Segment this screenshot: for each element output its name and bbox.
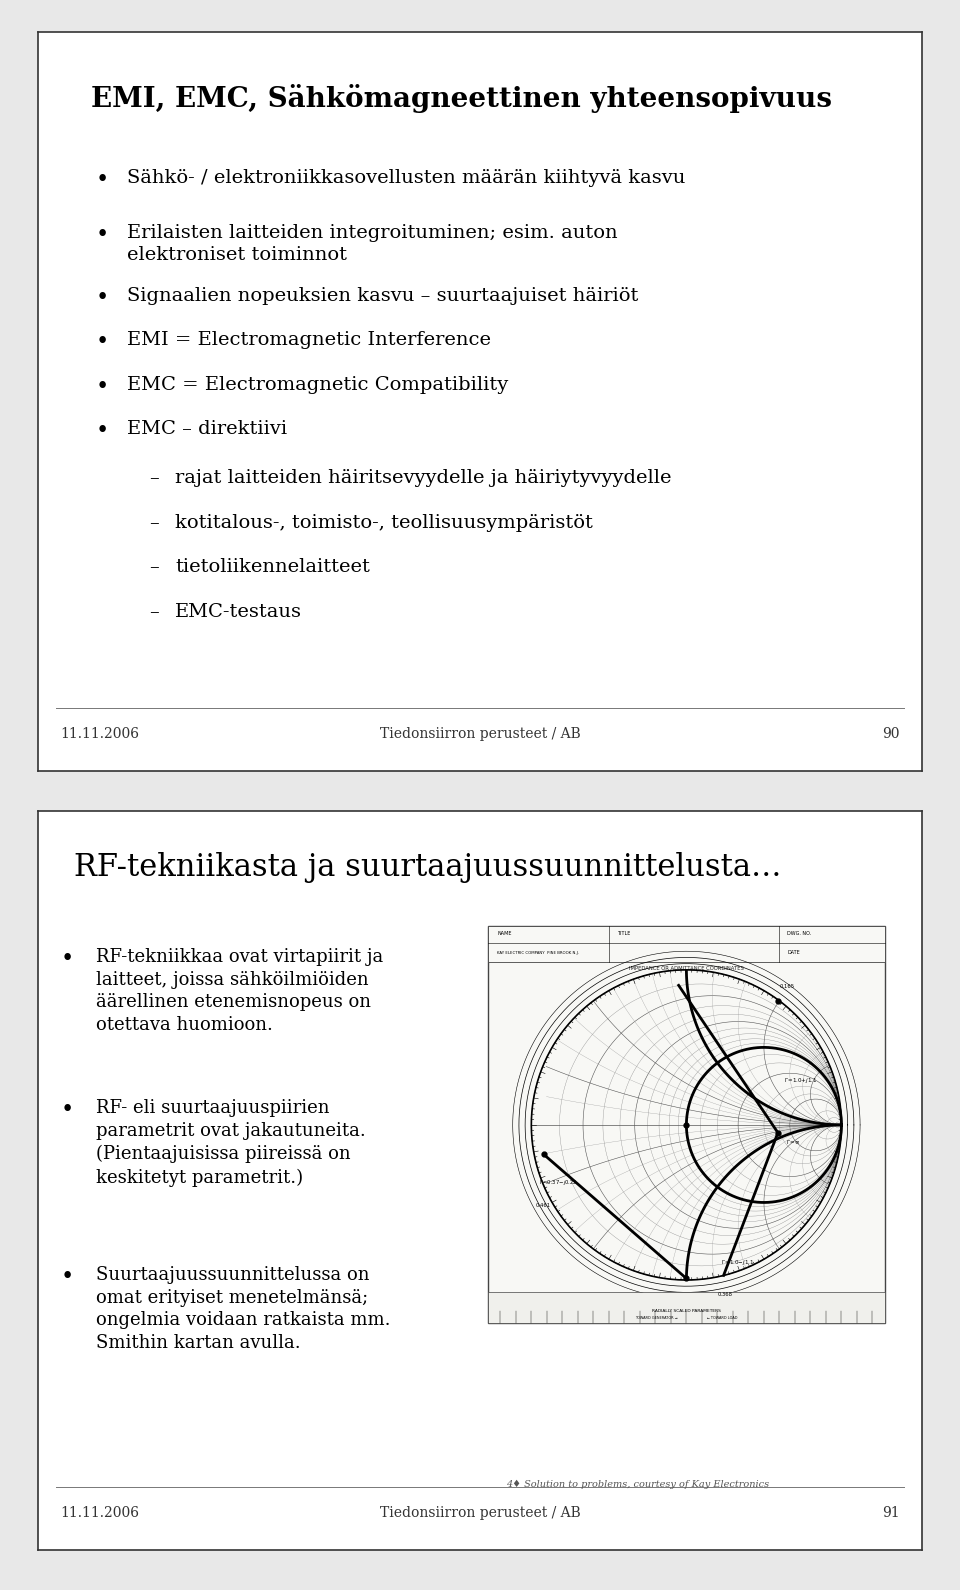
Text: –: – (149, 469, 158, 488)
Text: –: – (149, 558, 158, 576)
Text: TITLE: TITLE (616, 930, 630, 937)
Text: $\Gamma\!=\!\infty$: $\Gamma\!=\!\infty$ (785, 1137, 800, 1145)
Text: 0.165: 0.165 (780, 984, 795, 989)
Text: Tiedonsiirron perusteet / AB: Tiedonsiirron perusteet / AB (379, 727, 581, 741)
Text: –: – (149, 514, 158, 533)
Text: 0.461: 0.461 (536, 1204, 551, 1208)
Text: •: • (96, 169, 109, 191)
Text: KAY ELECTRIC COMPANY  PINE BROOK N.J.: KAY ELECTRIC COMPANY PINE BROOK N.J. (497, 951, 579, 954)
Text: 0.368: 0.368 (717, 1291, 732, 1296)
Text: EMI, EMC, Sähkömagneettinen yhteensopivuus: EMI, EMC, Sähkömagneettinen yhteensopivu… (91, 84, 832, 113)
Text: EMI = Electromagnetic Interference: EMI = Electromagnetic Interference (127, 331, 491, 350)
Text: Tiedonsiirron perusteet / AB: Tiedonsiirron perusteet / AB (379, 1506, 581, 1520)
Text: IMPEDANCE OR ADMITTANCE COORDINATES: IMPEDANCE OR ADMITTANCE COORDINATES (629, 965, 744, 971)
Text: Signaalien nopeuksien kasvu – suurtaajuiset häiriöt: Signaalien nopeuksien kasvu – suurtaajui… (127, 286, 638, 305)
Text: •: • (96, 286, 109, 308)
Text: •: • (60, 948, 74, 970)
Text: NAME: NAME (497, 930, 512, 937)
Text: Suurtaajuussuunnittelussa on
omat erityiset menetelmänsä;
ongelmia voidaan ratka: Suurtaajuussuunnittelussa on omat erityi… (96, 1266, 391, 1353)
Text: •: • (96, 331, 109, 353)
Text: Erilaisten laitteiden integroituminen; esim. auton
elektroniset toiminnot: Erilaisten laitteiden integroituminen; e… (127, 224, 617, 264)
Text: $\Gamma\!=\!1.0\!-\!j1.1$: $\Gamma\!=\!1.0\!-\!j1.1$ (721, 1259, 754, 1267)
Bar (488, 1293, 885, 1323)
Text: RF-tekniikkaa ovat virtapiirit ja
laitteet, joissa sähköilmiöiden
äärellinen ete: RF-tekniikkaa ovat virtapiirit ja laitte… (96, 948, 383, 1035)
Text: rajat laitteiden häiritsevyydelle ja häiriytyvyydelle: rajat laitteiden häiritsevyydelle ja häi… (176, 469, 672, 488)
Text: $\Gamma\!=\!1.0\!+\!j1.1$: $\Gamma\!=\!1.0\!+\!j1.1$ (784, 1075, 818, 1084)
Text: •: • (60, 1266, 74, 1288)
Text: $\Gamma\!=\!0.37\!-\!j0.22$: $\Gamma\!=\!0.37\!-\!j0.22$ (540, 1178, 578, 1186)
Text: RF-tekniikasta ja suurtaajuussuunnittelusta…: RF-tekniikasta ja suurtaajuussuunnittelu… (74, 852, 781, 882)
Text: EMC = Electromagnetic Compatibility: EMC = Electromagnetic Compatibility (127, 375, 508, 394)
Text: EMC – direktiivi: EMC – direktiivi (127, 420, 287, 437)
Text: •: • (96, 224, 109, 246)
Text: kotitalous-, toimisto-, teollisuusympäristöt: kotitalous-, toimisto-, teollisuusympäri… (176, 514, 593, 533)
Bar (488, 927, 885, 962)
Text: RF- eli suurtaajuuspiirien
parametrit ovat jakautuneita.
(Pientaajuisissa piirei: RF- eli suurtaajuuspiirien parametrit ov… (96, 1099, 366, 1186)
Text: –: – (149, 603, 158, 620)
Text: •: • (96, 420, 109, 442)
Text: RADIALLY SCALED PARAMETERS: RADIALLY SCALED PARAMETERS (652, 1309, 721, 1313)
Text: tietoliikennelaitteet: tietoliikennelaitteet (176, 558, 371, 576)
Text: •: • (96, 375, 109, 398)
Text: TOWARD GENERATOR →                          ← TOWARD LOAD: TOWARD GENERATOR → ← TOWARD LOAD (636, 1317, 737, 1320)
Text: 4♦ Solution to problems, courtesy of Kay Electronics: 4♦ Solution to problems, courtesy of Kay… (507, 1480, 770, 1490)
Text: 11.11.2006: 11.11.2006 (60, 1506, 139, 1520)
Text: DWG. NO.: DWG. NO. (787, 930, 811, 937)
Text: 11.11.2006: 11.11.2006 (60, 727, 139, 741)
Text: Sähkö- / elektroniikkasovellusten määrän kiihtyvä kasvu: Sähkö- / elektroniikkasovellusten määrän… (127, 169, 685, 186)
Text: EMC-testaus: EMC-testaus (176, 603, 302, 620)
Text: 90: 90 (882, 727, 900, 741)
Text: 91: 91 (882, 1506, 900, 1520)
Text: •: • (60, 1099, 74, 1121)
Text: DATE: DATE (787, 951, 800, 956)
